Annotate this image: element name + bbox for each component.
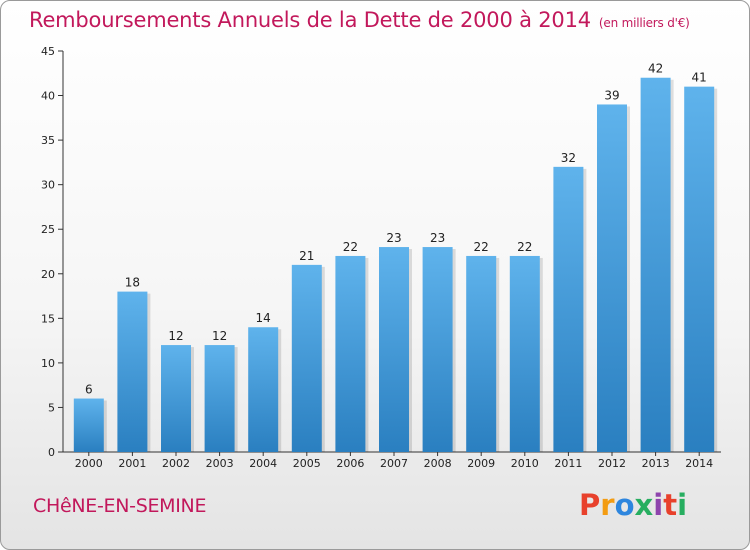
x-tick-label: 2003 [206, 457, 234, 470]
x-tick-label: 2012 [598, 457, 626, 470]
x-tick-label: 2006 [336, 457, 364, 470]
brand-letter: r [600, 488, 615, 522]
brand-letter: i [653, 488, 664, 522]
bar-value-label: 41 [692, 71, 707, 85]
x-tick-label: 2005 [293, 457, 321, 470]
bar-value-label: 12 [212, 329, 227, 343]
y-tick-label: 10 [41, 357, 55, 370]
bar [466, 255, 497, 452]
bar [117, 291, 148, 452]
brand-letter: P [579, 488, 601, 522]
x-tick-label: 2008 [424, 457, 452, 470]
brand-letter: t [663, 488, 678, 522]
x-tick-label: 2000 [75, 457, 103, 470]
bar [553, 166, 584, 452]
x-tick-label: 2007 [380, 457, 408, 470]
chart-unit: (en milliers d'€) [598, 16, 690, 30]
proxiti-logo[interactable]: Proxiti [579, 488, 687, 522]
bar-value-label: 32 [561, 151, 576, 165]
y-tick-label: 5 [48, 401, 55, 414]
brand-letter: x [634, 488, 654, 522]
bar [204, 345, 235, 452]
y-tick-label: 35 [41, 134, 55, 147]
bar [422, 247, 453, 452]
y-tick-label: 40 [41, 90, 55, 103]
bar-value-label: 14 [256, 311, 271, 325]
y-tick-label: 30 [41, 179, 55, 192]
x-tick-label: 2002 [162, 457, 190, 470]
y-tick-label: 15 [41, 312, 55, 325]
chart-title: Remboursements Annuels de la Dette de 20… [29, 8, 690, 32]
y-tick-label: 0 [48, 446, 55, 459]
bar-value-label: 39 [604, 88, 619, 102]
bar [161, 345, 191, 452]
x-tick-label: 2014 [685, 457, 713, 470]
bar [684, 86, 715, 453]
bar-value-label: 12 [168, 329, 183, 343]
bar [335, 255, 366, 452]
bar [248, 327, 279, 452]
bar-value-label: 42 [648, 62, 663, 76]
x-tick-label: 2013 [642, 457, 670, 470]
bar [73, 398, 104, 452]
x-tick-label: 2011 [554, 457, 582, 470]
bar-value-label: 22 [474, 240, 489, 254]
brand-letter: i [677, 488, 688, 522]
y-tick-label: 25 [41, 223, 55, 236]
x-tick-label: 2001 [118, 457, 146, 470]
bar [640, 77, 671, 452]
bar-value-label: 6 [85, 383, 93, 397]
x-tick-label: 2010 [511, 457, 539, 470]
x-tick-label: 2004 [249, 457, 277, 470]
bar-value-label: 22 [517, 240, 532, 254]
commune-name: CHêNE-EN-SEMINE [33, 495, 207, 517]
bar-value-label: 23 [386, 231, 401, 245]
bar-value-label: 18 [125, 276, 140, 290]
bar-value-label: 23 [430, 231, 445, 245]
bar-value-label: 22 [343, 240, 358, 254]
bar [379, 247, 409, 452]
y-tick-label: 20 [41, 268, 55, 281]
bar [509, 255, 540, 452]
bar [597, 104, 627, 452]
x-tick-label: 2009 [467, 457, 495, 470]
brand-letter: o [614, 488, 635, 522]
y-tick-label: 45 [41, 45, 55, 58]
bar [291, 264, 322, 452]
bar-value-label: 21 [299, 249, 314, 263]
